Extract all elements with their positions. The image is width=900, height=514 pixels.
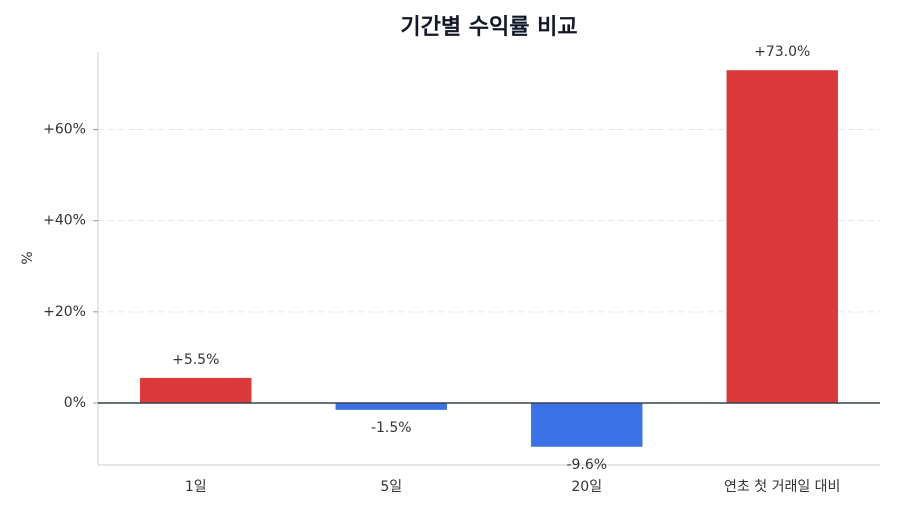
x-tick-label: 5일 xyxy=(380,479,402,495)
bar xyxy=(140,377,252,404)
bar xyxy=(726,70,838,404)
x-tick-label: 20일 xyxy=(571,479,602,495)
value-label: -1.5% xyxy=(371,420,412,436)
bar xyxy=(531,403,643,447)
x-tick-label: 1일 xyxy=(185,479,207,495)
y-tick-label: +40% xyxy=(43,213,86,229)
bar xyxy=(335,403,447,410)
y-tick-label: 0% xyxy=(64,395,86,411)
y-tick-label: +60% xyxy=(43,121,86,137)
x-tick-label: 연초 첫 거래일 대비 xyxy=(724,479,840,495)
y-tick-label: +20% xyxy=(43,304,86,320)
value-label: -9.6% xyxy=(566,457,607,473)
value-label: +5.5% xyxy=(172,352,219,368)
value-label: +73.0% xyxy=(754,44,810,60)
y-axis-label: % xyxy=(20,251,36,264)
chart-title: 기간별 수익률 비교 xyxy=(400,15,577,40)
